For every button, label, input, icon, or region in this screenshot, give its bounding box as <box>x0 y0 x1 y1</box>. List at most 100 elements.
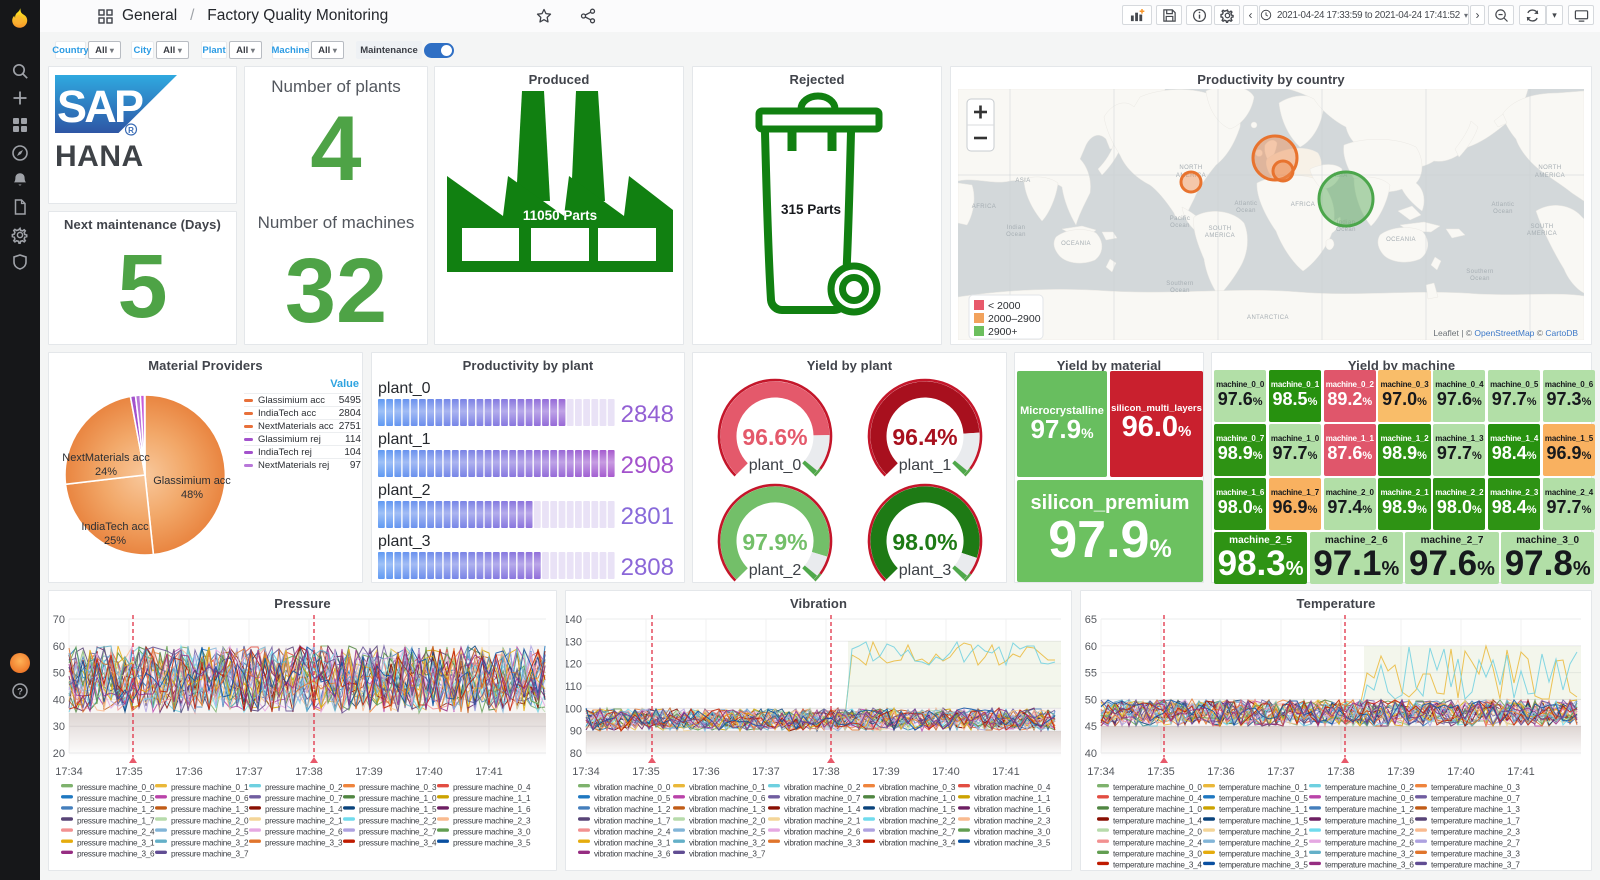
svg-text:Ocean: Ocean <box>1493 209 1513 215</box>
svg-text:17:38: 17:38 <box>1327 766 1355 778</box>
svg-text:Glassimium acc: Glassimium acc <box>153 475 231 487</box>
svg-text:temperature machine_2_3: temperature machine_2_3 <box>1431 827 1520 836</box>
svg-text:pressure machine_2_6: pressure machine_2_6 <box>265 827 343 836</box>
svg-text:pressure machine_2_4: pressure machine_2_4 <box>77 827 155 836</box>
svg-text:17:35: 17:35 <box>632 766 660 778</box>
svg-text:SOUTH: SOUTH <box>1209 226 1232 232</box>
svg-text:NORTH: NORTH <box>1538 165 1561 171</box>
svg-text:vibration machine_1_3: vibration machine_1_3 <box>689 805 766 814</box>
svg-text:vibration machine_2_1: vibration machine_2_1 <box>784 816 861 825</box>
svg-text:pressure machine_3_7: pressure machine_3_7 <box>171 850 249 859</box>
svg-text:pressure machine_1_5: pressure machine_1_5 <box>359 805 437 814</box>
svg-text:OCEANIA: OCEANIA <box>1386 237 1416 243</box>
svg-text:pressure machine_0_6: pressure machine_0_6 <box>171 794 249 803</box>
svg-text:315 Parts: 315 Parts <box>781 202 841 217</box>
svg-text:90: 90 <box>570 726 582 738</box>
svg-text:Ocean: Ocean <box>1006 232 1026 238</box>
svg-text:100: 100 <box>566 703 582 715</box>
svg-text:vibration machine_0_3: vibration machine_0_3 <box>879 783 956 792</box>
svg-text:2848: 2848 <box>621 401 674 428</box>
svg-text:2000–2900: 2000–2900 <box>988 313 1041 325</box>
svg-text:pressure machine_1_3: pressure machine_1_3 <box>171 805 249 814</box>
svg-text:65: 65 <box>1085 614 1097 626</box>
svg-text:pressure machine_0_1: pressure machine_0_1 <box>171 783 249 792</box>
svg-text:2908: 2908 <box>621 452 674 479</box>
svg-text:vibration machine_2_5: vibration machine_2_5 <box>689 827 766 836</box>
svg-text:vibration machine_3_4: vibration machine_3_4 <box>879 839 956 848</box>
svg-text:17:34: 17:34 <box>572 766 600 778</box>
svg-text:pressure machine_3_6: pressure machine_3_6 <box>77 850 155 859</box>
svg-text:temperature machine_0_2: temperature machine_0_2 <box>1325 783 1414 792</box>
svg-text:17:38: 17:38 <box>812 766 840 778</box>
svg-text:temperature machine_1_0: temperature machine_1_0 <box>1113 805 1202 814</box>
svg-text:IndiaTech acc: IndiaTech acc <box>81 521 149 533</box>
svg-text:17:36: 17:36 <box>175 766 203 778</box>
svg-text:pressure machine_0_3: pressure machine_0_3 <box>359 783 437 792</box>
svg-text:Ocean: Ocean <box>1470 276 1490 282</box>
svg-text:plant_0: plant_0 <box>749 457 802 474</box>
svg-text:OCEANIA: OCEANIA <box>1061 241 1091 247</box>
svg-text:2900+: 2900+ <box>988 326 1018 338</box>
svg-text:70: 70 <box>53 614 65 626</box>
svg-text:vibration machine_2_2: vibration machine_2_2 <box>879 816 956 825</box>
svg-text:plant_1: plant_1 <box>899 457 952 474</box>
svg-text:pressure machine_3_2: pressure machine_3_2 <box>171 839 249 848</box>
svg-text:pressure machine_2_0: pressure machine_2_0 <box>171 816 249 825</box>
svg-text:20: 20 <box>53 748 65 760</box>
svg-text:vibration machine_2_3: vibration machine_2_3 <box>974 816 1051 825</box>
svg-text:temperature machine_0_6: temperature machine_0_6 <box>1325 794 1414 803</box>
svg-text:pressure machine_1_7: pressure machine_1_7 <box>77 816 155 825</box>
svg-text:vibration machine_2_7: vibration machine_2_7 <box>879 827 956 836</box>
svg-text:temperature machine_0_0: temperature machine_0_0 <box>1113 783 1202 792</box>
svg-text:17:34: 17:34 <box>1087 766 1115 778</box>
svg-text:plant_0: plant_0 <box>378 380 431 397</box>
svg-text:17:40: 17:40 <box>415 766 443 778</box>
svg-text:vibration machine_3_1: vibration machine_3_1 <box>594 839 671 848</box>
svg-text:pressure machine_2_1: pressure machine_2_1 <box>265 816 343 825</box>
svg-text:temperature machine_0_5: temperature machine_0_5 <box>1219 794 1308 803</box>
svg-text:17:37: 17:37 <box>235 766 263 778</box>
svg-text:98.0%: 98.0% <box>892 529 957 555</box>
svg-text:temperature machine_2_1: temperature machine_2_1 <box>1219 827 1308 836</box>
svg-text:96.6%: 96.6% <box>742 424 807 450</box>
svg-text:NORTH: NORTH <box>1179 165 1202 171</box>
svg-text:pressure machine_1_6: pressure machine_1_6 <box>453 805 531 814</box>
svg-text:pressure machine_0_5: pressure machine_0_5 <box>77 794 155 803</box>
svg-text:vibration machine_3_3: vibration machine_3_3 <box>784 839 861 848</box>
svg-text:temperature machine_3_7: temperature machine_3_7 <box>1431 861 1520 870</box>
svg-text:vibration machine_3_2: vibration machine_3_2 <box>689 839 766 848</box>
svg-text:Ocean: Ocean <box>1170 288 1190 294</box>
svg-text:11050 Parts: 11050 Parts <box>523 208 597 223</box>
svg-text:temperature machine_3_3: temperature machine_3_3 <box>1431 850 1520 859</box>
svg-text:17:36: 17:36 <box>692 766 720 778</box>
svg-text:temperature machine_3_4: temperature machine_3_4 <box>1113 861 1202 870</box>
svg-text:vibration machine_0_5: vibration machine_0_5 <box>594 794 671 803</box>
svg-text:pressure machine_3_5: pressure machine_3_5 <box>453 839 531 848</box>
svg-text:pressure machine_1_4: pressure machine_1_4 <box>265 805 343 814</box>
svg-text:temperature machine_2_2: temperature machine_2_2 <box>1325 827 1414 836</box>
svg-text:AFRICA: AFRICA <box>972 204 996 210</box>
svg-text:Ocean: Ocean <box>1236 208 1256 214</box>
svg-text:vibration machine_1_7: vibration machine_1_7 <box>594 816 671 825</box>
svg-text:vibration machine_0_4: vibration machine_0_4 <box>974 783 1051 792</box>
svg-text:97.9%: 97.9% <box>742 529 807 555</box>
svg-text:AMERICA: AMERICA <box>1205 233 1235 239</box>
svg-text:17:39: 17:39 <box>1387 766 1415 778</box>
svg-text:temperature machine_1_6: temperature machine_1_6 <box>1325 816 1414 825</box>
svg-text:temperature machine_1_7: temperature machine_1_7 <box>1431 816 1520 825</box>
svg-text:120: 120 <box>566 659 582 671</box>
svg-text:temperature machine_0_7: temperature machine_0_7 <box>1431 794 1520 803</box>
svg-text:vibration machine_3_5: vibration machine_3_5 <box>974 839 1051 848</box>
svg-text:25%: 25% <box>104 535 126 547</box>
svg-text:plant_3: plant_3 <box>899 562 952 579</box>
svg-text:vibration machine_1_5: vibration machine_1_5 <box>879 805 956 814</box>
svg-text:Ocean: Ocean <box>1170 223 1190 229</box>
svg-text:Atlantic: Atlantic <box>1235 201 1258 207</box>
svg-text:NextMaterials acc: NextMaterials acc <box>62 452 150 464</box>
svg-text:vibration machine_1_4: vibration machine_1_4 <box>784 805 861 814</box>
svg-text:vibration machine_0_0: vibration machine_0_0 <box>594 783 671 792</box>
svg-text:temperature machine_0_1: temperature machine_0_1 <box>1219 783 1308 792</box>
svg-text:30: 30 <box>53 721 65 733</box>
svg-text:vibration machine_2_6: vibration machine_2_6 <box>784 827 861 836</box>
svg-text:140: 140 <box>566 614 582 626</box>
